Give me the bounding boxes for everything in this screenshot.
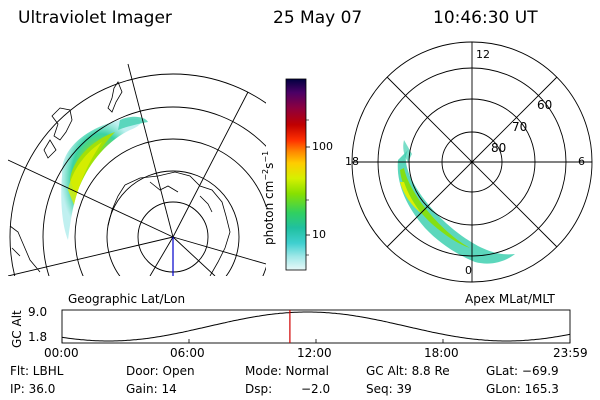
altitude-plot: [61, 309, 571, 344]
altitude-xtick-1200: 12:00: [297, 346, 332, 360]
instrument-title: Ultraviolet Imager: [18, 8, 172, 28]
colorbar: [285, 78, 310, 271]
meridians: [8, 63, 266, 276]
colorbar-tick-10: 10: [312, 228, 326, 241]
mlt-label-18: 18: [345, 155, 359, 168]
colorbar-gradient: [285, 78, 307, 271]
colorbar-tick-100: 100: [312, 140, 333, 153]
aurora-arc-mag: [397, 140, 515, 264]
footer-dsp-label: Dsp:: [245, 382, 273, 396]
time-label: 10:46:30 UT: [433, 8, 538, 28]
altitude-ytick-bottom: 1.8: [28, 330, 48, 344]
mlat-label-80: 80: [491, 141, 507, 155]
mlt-label-6: 6: [578, 155, 585, 168]
footer-ip: IP: 36.0: [10, 382, 56, 396]
magnetic-caption: Apex MLat/MLT: [465, 292, 555, 306]
altitude-xtick-2359: 23:59: [553, 346, 588, 360]
altitude-curve: [61, 311, 571, 342]
altitude-xtick-0000: 00:00: [44, 346, 79, 360]
footer-gain: Gain: 14: [126, 382, 177, 396]
mlt-label-12: 12: [476, 48, 490, 61]
magnetic-map: [351, 41, 593, 283]
footer-gcalt: GC Alt: 8.8 Re: [366, 364, 450, 378]
footer-door: Door: Open: [126, 364, 195, 378]
footer-glat: GLat: −69.9: [486, 364, 559, 378]
colorbar-unit-label: photon cm−2s−1: [261, 150, 276, 245]
footer-flt: Flt: LBHL: [10, 364, 64, 378]
coastlines: [9, 81, 231, 276]
date-label: 25 May 07: [273, 8, 363, 28]
altitude-xtick-1800: 18:00: [424, 346, 459, 360]
footer-dsp-value: −2.0: [301, 382, 331, 396]
altitude-xtick-0600: 06:00: [170, 346, 205, 360]
footer-seq: Seq: 39: [366, 382, 412, 396]
geographic-map: [8, 63, 266, 276]
mlat-label-60: 60: [537, 98, 553, 112]
footer-glon: GLon: 165.3: [486, 382, 559, 396]
aurora-arc-geo: [61, 116, 148, 240]
mlat-label-70: 70: [512, 120, 528, 134]
altitude-ylabel: GC Alt: [10, 310, 24, 348]
footer-mode: Mode: Normal: [245, 364, 329, 378]
mlt-label-0: 0: [465, 264, 472, 277]
geographic-caption: Geographic Lat/Lon: [68, 292, 186, 306]
altitude-ytick-top: 9.0: [28, 305, 48, 319]
altitude-frame: [61, 309, 571, 344]
mlt-diag-b: [386, 76, 558, 248]
